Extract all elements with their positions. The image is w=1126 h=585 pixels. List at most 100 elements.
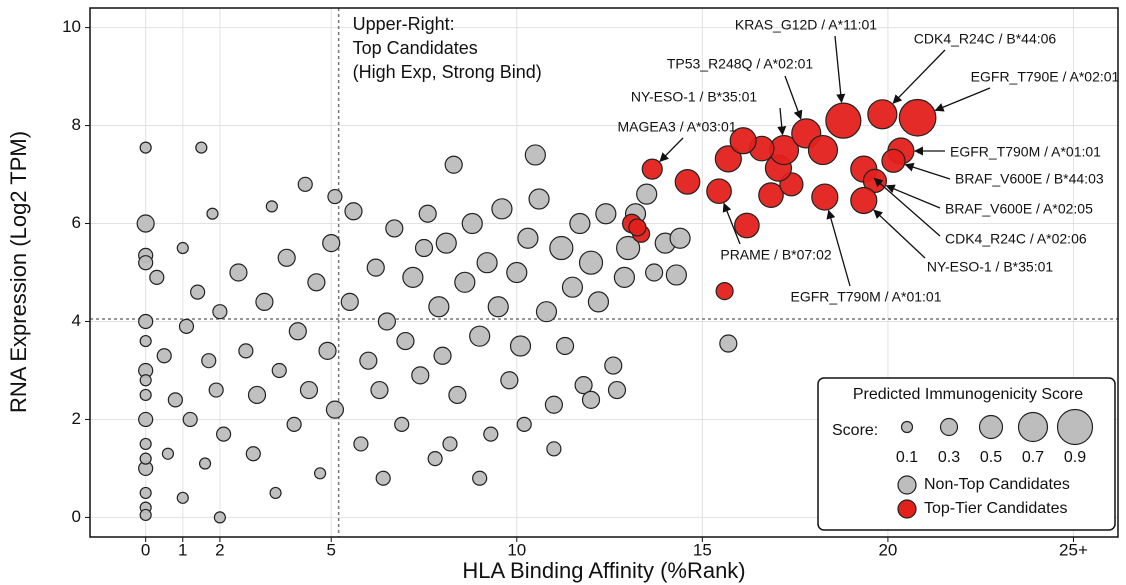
x-axis-title: HLA Binding Affinity (%Rank)	[462, 558, 745, 583]
legend-size-label: 0.3	[938, 449, 960, 466]
data-point	[665, 264, 687, 286]
data-point	[517, 227, 539, 249]
data-point	[190, 284, 206, 300]
data-point	[313, 467, 327, 480]
data-point	[245, 446, 261, 462]
data-point	[524, 144, 546, 166]
data-point	[327, 188, 343, 205]
data-point	[616, 235, 641, 261]
legend-entry: Non-Top Candidates	[924, 476, 1070, 493]
data-point	[176, 241, 189, 255]
data-point	[229, 263, 248, 282]
data-point	[366, 258, 385, 277]
legend-size-circle	[978, 414, 1004, 440]
point-label: TP53_R248Q / A*02:01	[667, 56, 814, 72]
data-point	[353, 436, 369, 452]
y-tick-label: 2	[72, 409, 81, 428]
data-point	[238, 343, 254, 359]
data-point	[555, 336, 575, 356]
data-point	[418, 204, 437, 223]
label-arrow	[777, 107, 787, 136]
data-point	[178, 318, 195, 334]
data-point	[578, 250, 604, 275]
data-point	[149, 269, 165, 285]
data-point	[569, 212, 591, 235]
data-point	[516, 416, 532, 432]
data-point	[396, 331, 415, 351]
data-point	[719, 334, 738, 353]
data-point	[825, 102, 862, 139]
y-axis-title: RNA Expression (Log2 TPM)	[6, 131, 31, 413]
data-point	[322, 234, 341, 253]
data-point	[636, 183, 658, 205]
data-point	[433, 346, 452, 365]
legend-size-circle	[1017, 411, 1049, 443]
legend-size-circle	[939, 417, 959, 437]
data-point	[288, 322, 307, 341]
data-point	[340, 292, 359, 311]
data-point	[867, 99, 898, 130]
data-point	[138, 411, 154, 428]
data-point	[898, 98, 937, 137]
data-point	[307, 273, 326, 292]
label-arrow	[892, 49, 946, 104]
label-arrow	[659, 137, 684, 162]
data-point	[216, 426, 232, 442]
data-point	[435, 232, 457, 254]
label-arrow	[885, 184, 941, 209]
data-point	[604, 356, 623, 375]
x-tick-label: 20	[878, 540, 897, 559]
data-point	[139, 334, 152, 348]
point-label: NY-ESO-1 / B*35:01	[927, 259, 1054, 275]
data-point	[881, 148, 906, 173]
data-point	[454, 271, 476, 293]
point-label: EGFR_T790E / A*02:01	[971, 69, 1120, 85]
data-point	[715, 282, 734, 301]
data-point	[448, 385, 467, 405]
data-point	[255, 292, 274, 311]
annotation: Top Candidates	[353, 38, 478, 58]
data-point	[370, 380, 389, 400]
label-arrow	[834, 35, 846, 104]
label-arrow	[873, 177, 941, 237]
legend-size-label: 0.5	[980, 449, 1002, 466]
y-tick-label: 4	[72, 311, 81, 330]
data-point	[607, 380, 627, 400]
data-point	[208, 382, 224, 398]
data-point	[628, 218, 647, 237]
point-label: EGFR_T790M / A*01:01	[950, 144, 1101, 160]
data-point	[394, 416, 410, 432]
data-point	[487, 296, 509, 318]
data-point	[491, 198, 513, 220]
point-label: MAGEA3 / A*03:01	[617, 119, 736, 135]
data-point	[325, 400, 345, 419]
data-point	[206, 207, 219, 220]
point-label: CDK4_R24C / B*44:06	[914, 31, 1057, 47]
data-point	[271, 362, 287, 379]
data-point	[561, 276, 584, 298]
label-arrow	[722, 202, 741, 245]
point-label: BRAF_V600E / B*44:03	[955, 171, 1104, 187]
legend-entry: Top-Tier Candidates	[924, 500, 1067, 517]
data-point	[344, 202, 363, 221]
y-tick-label: 6	[72, 213, 81, 232]
data-point	[476, 252, 498, 274]
data-point	[442, 436, 458, 452]
legend-title: Predicted Immunogenicity Score	[853, 386, 1083, 403]
data-point	[483, 426, 499, 442]
data-point	[581, 390, 601, 409]
data-point	[500, 371, 519, 390]
data-point	[674, 169, 701, 195]
data-point	[195, 141, 208, 154]
legend-size-label: 0.1	[896, 449, 918, 466]
data-point	[402, 266, 424, 288]
data-point	[212, 304, 228, 320]
data-point	[277, 248, 296, 267]
data-point	[176, 491, 189, 504]
data-point	[139, 141, 152, 154]
data-point	[427, 451, 443, 467]
legend-swatch	[897, 499, 917, 519]
data-point	[669, 227, 691, 249]
data-point	[299, 380, 319, 400]
